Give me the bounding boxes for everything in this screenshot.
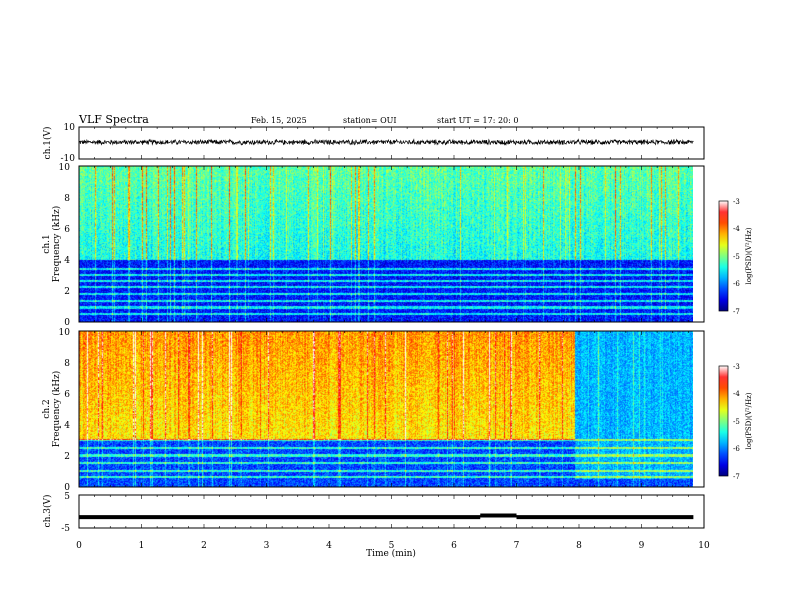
time-tick-label: 2 — [201, 541, 207, 551]
ch3-waveform-ylabel: ch.3(V) — [42, 495, 53, 528]
ch3-ytick-bottom: -5 — [61, 524, 70, 534]
ch1-ytick-8: 8 — [64, 194, 70, 204]
ch2-ytick-8: 8 — [64, 359, 70, 369]
ch2-ytick-2: 2 — [64, 452, 70, 462]
ch1-colorbar-label: log(PSD)(V²/Hz) — [745, 227, 753, 284]
ch1-cb-tick-m5: -5 — [733, 253, 740, 261]
ch2-spectrogram-panel: 0 2 4 6 8 10 ch.2 Frequency (kHz) -3 -4 … — [42, 328, 753, 493]
ch2-cb-tick-m3: -3 — [733, 363, 740, 371]
date-label: Feb. 15, 2025 — [251, 116, 307, 125]
ch2-colorbar — [718, 365, 729, 477]
time-tick-label: 10 — [698, 541, 710, 551]
ch2-spectrogram-ylabel: Frequency (kHz) — [51, 371, 62, 448]
ch3-ytick-top: 5 — [64, 492, 70, 502]
ch2-cb-tick-m6: -6 — [733, 445, 740, 453]
ch2-colorbar-label: log(PSD)(V²/Hz) — [745, 392, 753, 449]
ch2-cb-tick-m4: -4 — [733, 390, 740, 398]
ch1-spectrogram-ylabel-prefix: ch.1 — [42, 234, 52, 253]
time-tick-label: 1 — [139, 541, 145, 551]
ch2-ytick-10: 10 — [59, 328, 71, 338]
ch1-waveform-ylabel: ch.1(V) — [42, 127, 53, 160]
ch1-ytick-2: 2 — [64, 287, 70, 297]
ch1-ytick-4: 4 — [64, 256, 70, 266]
ch1-ytick-0: 0 — [64, 318, 70, 328]
ch1-spectrogram-image — [79, 166, 693, 322]
ch1-cb-tick-m4: -4 — [733, 225, 740, 233]
ch1-spectrogram-panel: 0 2 4 6 8 10 ch.1 Frequency (kHz) -3 -4 … — [42, 163, 753, 328]
ch3-waveform-trace — [79, 513, 694, 520]
ch1-ytick-10: 10 — [59, 163, 71, 173]
ch1-spectrogram-ticks — [78, 166, 705, 322]
ch2-spectrogram-yticks: 0 2 4 6 8 10 — [59, 328, 71, 493]
ch2-ytick-6: 6 — [64, 390, 70, 400]
ch2-spectrogram-ylabel-prefix: ch.2 — [42, 399, 52, 418]
ch1-colorbar-ticks: -3 -4 -5 -6 -7 — [733, 198, 740, 316]
ch1-colorbar — [718, 200, 729, 312]
time-tick-label: 3 — [264, 541, 270, 551]
figure-title: VLF Spectra — [78, 113, 149, 126]
time-tick-label: 6 — [451, 541, 457, 551]
time-axis-label: Time (min) — [366, 548, 416, 559]
ch1-ytick-6: 6 — [64, 225, 70, 235]
time-axis-labels: 0 1 2 3 4 5 6 7 8 9 10 — [76, 541, 710, 551]
station-label: station= OUI — [343, 116, 397, 125]
start-time-label: start UT = 17: 20: 0 — [437, 116, 518, 125]
ch1-cb-tick-m6: -6 — [733, 280, 740, 288]
ch2-spectrogram-image — [79, 331, 693, 487]
ch2-ytick-4: 4 — [64, 421, 70, 431]
time-tick-label: 5 — [389, 541, 395, 551]
ch3-waveform-panel: 5 -5 ch.3(V) 0 1 2 3 4 5 6 7 8 9 10 Time (min) — [42, 492, 710, 559]
ch1-ytick-top: 10 — [64, 123, 76, 133]
ch2-spectrogram-ticks — [78, 331, 705, 487]
time-tick-label: 4 — [326, 541, 332, 551]
ch1-cb-tick-m7: -7 — [733, 308, 740, 316]
ch1-spectrogram-ylabel: Frequency (kHz) — [51, 206, 62, 283]
ch3-waveform-frame — [78, 494, 705, 529]
ch1-waveform-panel: 10 -10 ch.1(V) — [42, 123, 705, 164]
time-tick-label: 7 — [514, 541, 520, 551]
ch1-cb-tick-m3: -3 — [733, 198, 740, 206]
time-tick-label: 8 — [576, 541, 582, 551]
ch2-ytick-0: 0 — [64, 483, 70, 493]
ch3-waveform-ticks — [78, 495, 705, 528]
ch1-ytick-bottom: -10 — [61, 154, 76, 164]
time-tick-label: 0 — [76, 541, 82, 551]
ch1-waveform-ticks — [78, 127, 705, 159]
ch1-spectrogram-yticks: 0 2 4 6 8 10 — [59, 163, 71, 328]
ch2-colorbar-ticks: -3 -4 -5 -6 -7 — [733, 363, 740, 481]
ch2-cb-tick-m5: -5 — [733, 418, 740, 426]
time-tick-label: 9 — [639, 541, 645, 551]
ch2-cb-tick-m7: -7 — [733, 473, 740, 481]
ch1-waveform-trace — [78, 138, 694, 146]
